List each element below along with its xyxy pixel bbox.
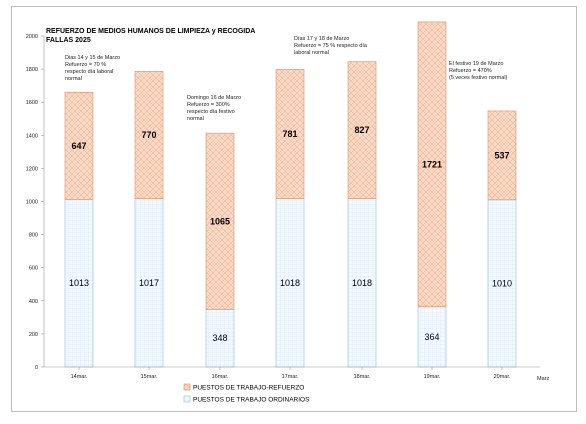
legend-swatch-ordinarios (183, 395, 191, 403)
data-label-refuerzo: 827 (354, 125, 369, 135)
data-label-ordinarios: 1018 (280, 278, 300, 288)
data-label-refuerzo: 1721 (422, 159, 442, 169)
y-tick-label: 1000 (26, 200, 38, 206)
annotation-line: normal (187, 116, 204, 122)
x-tick-label: 16mar. (212, 374, 229, 380)
annotation-line: Refuerzo = 75 % respecto día (294, 43, 368, 49)
chart-title: REFUERZO DE MEDIOS HUMANOS DE LIMPIEZA y… (46, 28, 255, 44)
x-tick-label: 15mar. (141, 374, 158, 380)
y-tick-label: 1600 (26, 100, 38, 106)
y-tick-label: 1800 (26, 67, 38, 73)
chart-title-line-1: REFUERZO DE MEDIOS HUMANOS DE LIMPIEZA y… (46, 28, 255, 35)
annotation-line: Dias 14 y 15 de Marzo (65, 55, 120, 61)
annotation-text: Dias 14 y 15 de Marzo Refuerzo = 70 % resp… (65, 55, 120, 82)
bar-ordinarios (487, 199, 517, 368)
bar-ordinarios (134, 198, 164, 368)
annotation-line: laboral normal (294, 50, 329, 56)
data-label-ordinarios: 364 (424, 332, 439, 342)
bar-ordinarios (205, 309, 235, 368)
bar-refuerzo (487, 110, 517, 201)
annotation-text: Domingo 16 de Marzo Refuerzo = 300% respec… (187, 95, 241, 122)
annotation-line: Refuerzo = 300% (187, 102, 230, 108)
annotation-line: Domingo 16 de Marzo (187, 95, 241, 101)
annotation-line: normal (65, 76, 82, 82)
bars: 1013 647 1017 770 348 1065 1018 781 1018 827 364 17… (64, 21, 517, 368)
annotation-line: El festivo 19 de Marzo (449, 61, 503, 67)
chart-frame (11, 6, 577, 412)
chart-title-line-2: FALLAS 2025 (46, 37, 91, 44)
data-label-refuerzo: 781 (282, 129, 297, 139)
y-tick-label: 0 (35, 365, 38, 371)
bar-ordinarios (347, 198, 377, 368)
annotation-line: (5 veces festivo normal) (449, 75, 508, 81)
x-tick-label-extra: Marz (537, 376, 549, 382)
data-label-ordinarios: 1013 (69, 278, 89, 288)
x-tick-label: 17mar. (282, 374, 299, 380)
bar-refuerzo (64, 91, 94, 200)
x-tick-label: 18mar. (354, 374, 371, 380)
legend-label-refuerzo: PUESTOS DE TRABAJO-REFUERZO (193, 385, 304, 392)
y-tick-label: 2000 (26, 34, 38, 40)
annotation-text: El festivo 19 de Marzo Refuerzo = 470% (5 … (449, 61, 508, 81)
bar-refuerzo (417, 21, 447, 308)
annotation-line: Días 17 y 18 de Marzo (294, 36, 349, 42)
data-label-refuerzo: 770 (141, 130, 156, 140)
data-label-refuerzo: 537 (494, 150, 509, 160)
data-label-ordinarios: 1017 (139, 278, 159, 288)
bar-refuerzo (134, 70, 164, 199)
bar-refuerzo (275, 68, 305, 199)
y-tick-label: 400 (29, 299, 38, 305)
x-axis: 14mar. 15mar. 16mar. 17mar. 18mar. 19mar. 20ma… (44, 366, 549, 382)
annotations: Dias 14 y 15 de Marzo Refuerzo = 70 % resp… (65, 36, 508, 122)
annotation-text: Días 17 y 18 de Marzo Refuerzo = 75 % res… (294, 36, 368, 56)
annotation-line: Refuerzo = 470% (449, 68, 492, 74)
data-label-refuerzo: 1065 (210, 216, 230, 226)
bar-ordinarios (275, 198, 305, 368)
data-label-ordinarios: 1010 (492, 278, 512, 288)
data-label-refuerzo: 647 (71, 141, 86, 151)
annotation-line: Refuerzo = 70 % (65, 62, 106, 68)
bar-refuerzo (205, 132, 235, 310)
y-tick-label: 1200 (26, 166, 38, 172)
bar-refuerzo (347, 61, 377, 199)
y-tick-label: 200 (29, 332, 38, 338)
legend: PUESTOS DE TRABAJO-REFUERZO PUESTOS DE T… (183, 383, 310, 404)
y-tick-label: 600 (29, 266, 38, 272)
x-tick-label: 20mar. (494, 374, 511, 380)
annotation-line: respecto día festivo (187, 109, 235, 115)
legend-swatch-refuerzo (183, 383, 191, 391)
annotation-line: respecto día laboral (65, 69, 113, 75)
x-tick-label: 19mar. (424, 374, 441, 380)
y-tick-label: 800 (29, 233, 38, 239)
data-label-ordinarios: 1018 (352, 278, 372, 288)
data-label-ordinarios: 348 (212, 333, 227, 343)
legend-label-ordinarios: PUESTOS DE TRABAJO ORDINARIOS (193, 397, 310, 404)
y-tick-label: 1400 (26, 133, 38, 139)
x-tick-label: 14mar. (71, 374, 88, 380)
y-axis: 0 200 400 600 800 1000 1200 1400 1600 1800 2000 (26, 34, 45, 371)
